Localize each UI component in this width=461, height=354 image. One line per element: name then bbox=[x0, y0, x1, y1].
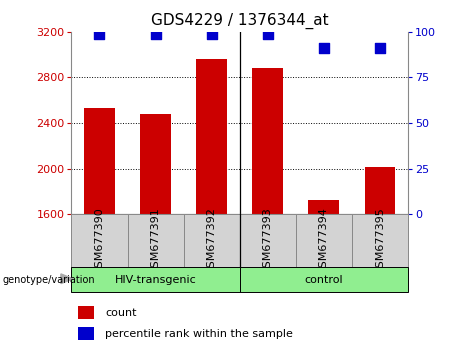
Point bbox=[376, 45, 384, 51]
Bar bbox=[240, 214, 296, 267]
Text: GSM677395: GSM677395 bbox=[375, 207, 385, 275]
Title: GDS4229 / 1376344_at: GDS4229 / 1376344_at bbox=[151, 13, 329, 29]
Bar bbox=[365, 167, 396, 214]
Bar bbox=[84, 108, 115, 214]
Bar bbox=[71, 214, 128, 267]
Text: GSM677392: GSM677392 bbox=[207, 207, 217, 275]
Bar bbox=[296, 214, 352, 267]
Text: control: control bbox=[305, 275, 343, 285]
Bar bbox=[140, 114, 171, 214]
Bar bbox=[78, 307, 95, 319]
Text: count: count bbox=[105, 308, 136, 318]
Bar bbox=[352, 214, 408, 267]
Text: GSM677393: GSM677393 bbox=[263, 207, 273, 275]
Text: GSM677390: GSM677390 bbox=[95, 207, 105, 275]
Point bbox=[320, 45, 327, 51]
Bar bbox=[252, 68, 283, 214]
Point bbox=[208, 31, 215, 36]
Bar bbox=[308, 200, 339, 214]
Text: genotype/variation: genotype/variation bbox=[2, 275, 95, 285]
Bar bbox=[240, 267, 408, 292]
Point bbox=[152, 31, 160, 36]
Text: HIV-transgenic: HIV-transgenic bbox=[115, 275, 196, 285]
Text: GSM677391: GSM677391 bbox=[151, 207, 160, 275]
Polygon shape bbox=[61, 274, 73, 284]
Bar bbox=[183, 214, 240, 267]
Bar bbox=[196, 59, 227, 214]
Text: percentile rank within the sample: percentile rank within the sample bbox=[105, 329, 293, 338]
Bar bbox=[78, 327, 95, 340]
Point bbox=[96, 31, 103, 36]
Point bbox=[264, 31, 272, 36]
Bar bbox=[71, 267, 240, 292]
Bar bbox=[128, 214, 183, 267]
Text: GSM677394: GSM677394 bbox=[319, 207, 329, 275]
